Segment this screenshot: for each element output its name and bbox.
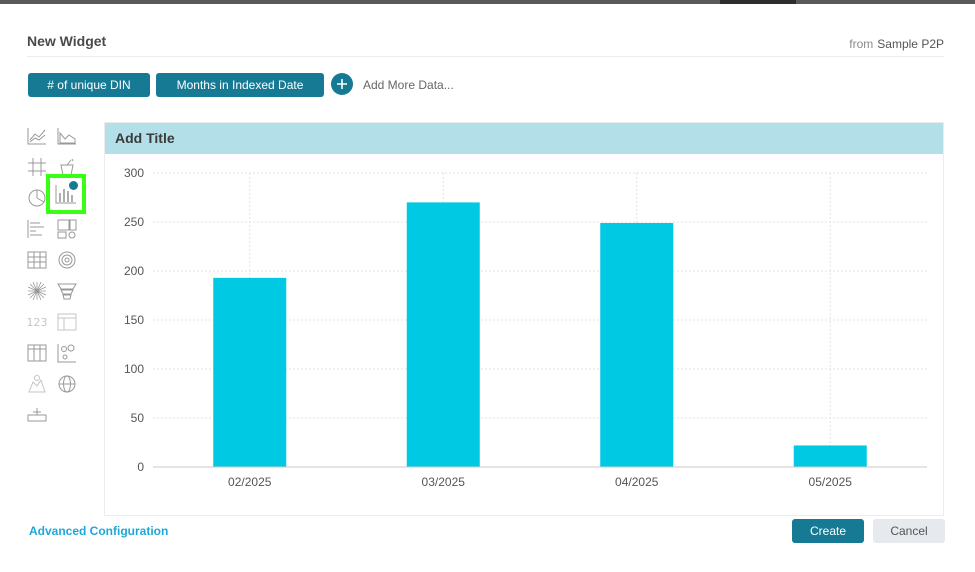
data-pill-months-indexed-date[interactable]: Months in Indexed Date xyxy=(156,73,324,97)
y-tick-label: 50 xyxy=(131,411,145,425)
datasource-name[interactable]: Sample P2P xyxy=(877,37,944,51)
bar xyxy=(406,202,480,467)
bar xyxy=(600,222,674,467)
horizontal-bar-icon[interactable] xyxy=(24,216,50,242)
area-chart-icon[interactable] xyxy=(54,123,80,149)
pie-chart-icon[interactable] xyxy=(24,185,50,211)
blox-icon[interactable] xyxy=(54,216,80,242)
bar-chart: 0 50 100 150 200 250 300 02/2025 03/2025 04/2025 0… xyxy=(124,166,927,489)
grid-icon[interactable] xyxy=(24,154,50,180)
area-map-icon[interactable] xyxy=(24,371,50,397)
selected-indicator-dot xyxy=(69,181,78,190)
table-icon[interactable] xyxy=(54,309,80,335)
number-indicator-text: 123 xyxy=(26,315,48,329)
funnel-icon[interactable] xyxy=(54,278,80,304)
table-grid-icon[interactable] xyxy=(24,340,50,366)
header-divider xyxy=(27,56,944,57)
x-tick-label: 04/2025 xyxy=(615,475,659,489)
bar xyxy=(793,445,867,467)
create-button[interactable]: Create xyxy=(792,519,864,543)
y-tick-label: 300 xyxy=(124,166,144,180)
y-tick-label: 100 xyxy=(124,362,144,376)
top-strip-tab xyxy=(720,0,796,4)
cancel-button[interactable]: Cancel xyxy=(873,519,945,543)
add-more-data-link[interactable]: Add More Data... xyxy=(363,78,454,92)
sunburst-icon[interactable] xyxy=(24,278,50,304)
x-tick-label: 02/2025 xyxy=(228,475,272,489)
chart-title-bar: Add Title xyxy=(105,123,943,154)
x-tick-label: 05/2025 xyxy=(809,475,853,489)
chart-title-placeholder[interactable]: Add Title xyxy=(115,130,175,146)
y-tick-label: 0 xyxy=(137,460,144,474)
bar xyxy=(213,277,287,467)
data-pill-unique-din[interactable]: # of unique DIN xyxy=(28,73,150,97)
x-tick-label: 03/2025 xyxy=(422,475,466,489)
browser-top-strip xyxy=(0,0,975,4)
number-indicator-icon[interactable]: 123 xyxy=(24,309,50,335)
y-tick-label: 250 xyxy=(124,215,144,229)
add-data-button[interactable] xyxy=(331,73,353,95)
y-tick-label: 200 xyxy=(124,264,144,278)
globe-icon[interactable] xyxy=(54,371,80,397)
advanced-configuration-link[interactable]: Advanced Configuration xyxy=(29,524,169,538)
plugin-icon[interactable] xyxy=(24,402,50,428)
plus-icon xyxy=(337,79,347,89)
line-chart-icon[interactable] xyxy=(24,123,50,149)
y-tick-label: 150 xyxy=(124,313,144,327)
chart-preview-panel: Add Title 0 50 100 150 200 250 300 02/2025 03/20… xyxy=(104,122,944,516)
bar-chart-icon[interactable] xyxy=(46,174,86,214)
datasource-label: from Sample P2P xyxy=(849,37,944,51)
from-text: from xyxy=(849,37,874,51)
pivot-table-icon[interactable] xyxy=(24,247,50,273)
scatter-chart-icon[interactable] xyxy=(54,340,80,366)
dialog-title: New Widget xyxy=(27,33,107,49)
polar-chart-icon[interactable] xyxy=(54,247,80,273)
